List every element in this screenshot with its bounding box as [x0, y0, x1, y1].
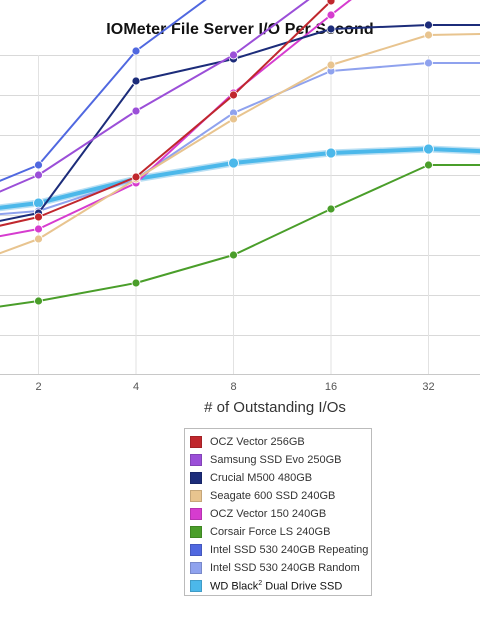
data-point: [424, 20, 433, 30]
data-point: [34, 212, 43, 222]
legend-swatch: [190, 508, 202, 520]
data-point: [326, 10, 336, 20]
series-7: [0, 0, 207, 182]
legend-item: Crucial M500 480GB: [185, 469, 371, 487]
x-tick-label: 32: [422, 381, 434, 393]
data-point: [424, 58, 433, 68]
legend-item: Corsair Force LS 240GB: [185, 523, 371, 541]
legend: OCZ Vector 256GB Samsung SSD Evo 250GB Cru…: [184, 428, 372, 596]
legend-label: Seagate 600 SSD 240GB: [210, 490, 336, 502]
legend-swatch: [190, 436, 202, 448]
series-9: [0, 143, 480, 212]
data-point: [424, 30, 433, 40]
data-point: [229, 50, 238, 60]
legend-swatch: [190, 490, 202, 502]
series-line: [0, 24, 480, 222]
legend-item: Seagate 600 SSD 240GB: [185, 487, 371, 505]
series-5: [0, 0, 352, 238]
series-4: [0, 30, 480, 255]
data-point: [33, 197, 44, 209]
series-2: [0, 0, 310, 193]
legend-swatch: [190, 454, 202, 466]
legend-swatch: [190, 544, 202, 556]
legend-item: OCZ Vector 256GB: [185, 433, 371, 451]
x-tick-label: 8: [230, 381, 236, 393]
series-1: [0, 0, 336, 227]
data-point: [229, 250, 238, 260]
data-point: [131, 46, 141, 56]
legend-swatch: [190, 580, 202, 592]
series-line-halo: [0, 145, 480, 212]
series-line: [0, 0, 310, 193]
data-point: [326, 24, 336, 34]
data-point: [423, 143, 434, 155]
legend-swatch: [190, 526, 202, 538]
data-point: [34, 296, 43, 306]
data-point: [326, 60, 336, 70]
legend-label: Corsair Force LS 240GB: [210, 526, 331, 538]
data-point: [424, 160, 433, 170]
x-axis-title: # of Outstanding I/Os: [204, 399, 346, 416]
data-point: [325, 147, 337, 159]
legend-label: Intel SSD 530 240GB Random: [210, 562, 360, 574]
legend-label: Samsung SSD Evo 250GB: [210, 454, 342, 466]
data-point: [131, 172, 141, 182]
legend-label: Intel SSD 530 240GB Repeating: [210, 544, 369, 556]
x-tick-label: 2: [35, 381, 41, 393]
series-line: [0, 0, 335, 227]
data-point: [34, 234, 43, 244]
data-point: [131, 106, 141, 116]
series-line: [0, 0, 352, 238]
data-point: [34, 170, 43, 180]
data-point: [326, 204, 336, 214]
data-point: [229, 114, 238, 124]
data-point: [326, 0, 336, 6]
plot-area: 2 4 8 16 32: [0, 0, 480, 393]
data-point: [229, 90, 238, 100]
legend-item: OCZ Vector 150 240GB: [185, 505, 371, 523]
data-point: [34, 224, 43, 234]
series-6: [0, 160, 480, 308]
legend-label: OCZ Vector 150 240GB: [210, 508, 327, 520]
legend-label: WD Black2 Dual Drive SSD: [210, 579, 343, 593]
data-point: [34, 160, 43, 170]
legend-item: Samsung SSD Evo 250GB: [185, 451, 371, 469]
legend-label: Crucial M500 480GB: [210, 472, 313, 484]
legend-label: OCZ Vector 256GB: [210, 436, 305, 448]
x-tick-label: 16: [325, 381, 337, 393]
legend-item: Intel SSD 530 240GB Repeating: [185, 541, 371, 559]
data-point: [131, 76, 141, 86]
series-line: [0, 164, 480, 308]
legend-item: WD Black2 Dual Drive SSD: [185, 577, 371, 595]
x-tick-label: 4: [133, 381, 139, 393]
legend-swatch: [190, 562, 202, 574]
legend-swatch: [190, 472, 202, 484]
data-point: [228, 157, 239, 169]
legend-item: Intel SSD 530 240GB Random: [185, 559, 371, 577]
data-point: [131, 278, 141, 288]
